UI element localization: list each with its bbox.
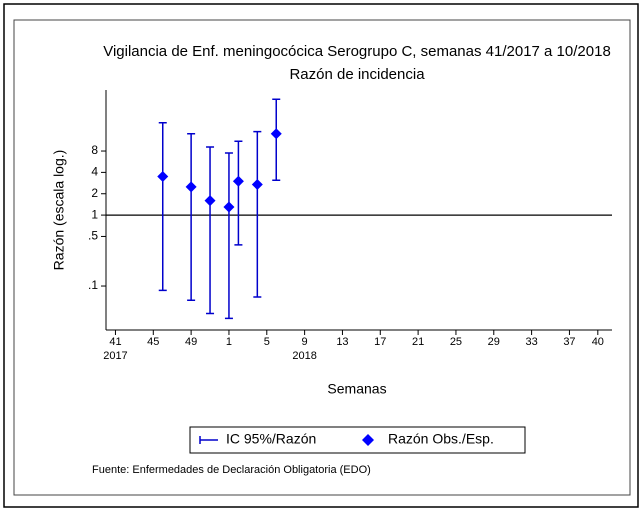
- inner-frame: [13, 19, 631, 496]
- error-bar: [234, 140, 243, 246]
- x-tick-label: 45: [147, 336, 159, 348]
- source-note: Fuente: Enfermedades de Declaración Obli…: [92, 464, 371, 476]
- y-axis-title: Razón (escala log.): [51, 150, 67, 271]
- legend-box: [189, 426, 526, 454]
- legend-label: IC 95%/Razón: [226, 431, 316, 447]
- point: [232, 175, 244, 187]
- error-bar: [272, 98, 281, 181]
- x-tick-label: 37: [563, 336, 575, 348]
- point: [204, 195, 216, 207]
- x-tick-label: 40: [592, 336, 604, 348]
- error-bar: [158, 122, 167, 292]
- error-bar: [224, 152, 233, 320]
- x-tick-label: 25: [450, 336, 462, 348]
- legend-label: Razón Obs./Esp.: [388, 431, 494, 447]
- x-tick-label: 5: [264, 336, 270, 348]
- point: [185, 181, 197, 193]
- x-tick-label: 1: [226, 336, 232, 348]
- x-tick-label: 41: [109, 336, 121, 348]
- legend-symbol: [362, 434, 374, 446]
- error-bar: [206, 146, 215, 315]
- chart-subtitle: Razón de incidencia: [289, 66, 425, 83]
- y-tick-label: .5: [88, 229, 98, 243]
- error-bar: [187, 133, 196, 302]
- y-tick-label: 2: [91, 186, 98, 200]
- point: [270, 128, 282, 140]
- x-tick-label: 17: [374, 336, 386, 348]
- x-tick-label: 33: [525, 336, 537, 348]
- chart-title: Vigilancia de Enf. meningocócica Serogru…: [103, 43, 611, 60]
- y-tick-label: 8: [91, 143, 98, 157]
- x-tick-label: 21: [412, 336, 424, 348]
- point: [251, 178, 263, 190]
- legend-symbol: [199, 436, 218, 444]
- x-axis-title: Semanas: [327, 381, 386, 397]
- point: [223, 201, 235, 213]
- x-tick-label: 29: [488, 336, 500, 348]
- outer-frame: [3, 3, 639, 508]
- point: [157, 170, 169, 182]
- error-bar: [253, 130, 262, 298]
- year-label: 2017: [103, 350, 127, 362]
- x-tick-label: 13: [336, 336, 348, 348]
- y-tick-label: .1: [88, 278, 98, 292]
- year-label: 2018: [292, 350, 316, 362]
- y-tick-label: 4: [91, 165, 98, 179]
- x-tick-label: 49: [185, 336, 197, 348]
- y-tick-label: 1: [91, 207, 98, 221]
- x-tick-label: 9: [302, 336, 308, 348]
